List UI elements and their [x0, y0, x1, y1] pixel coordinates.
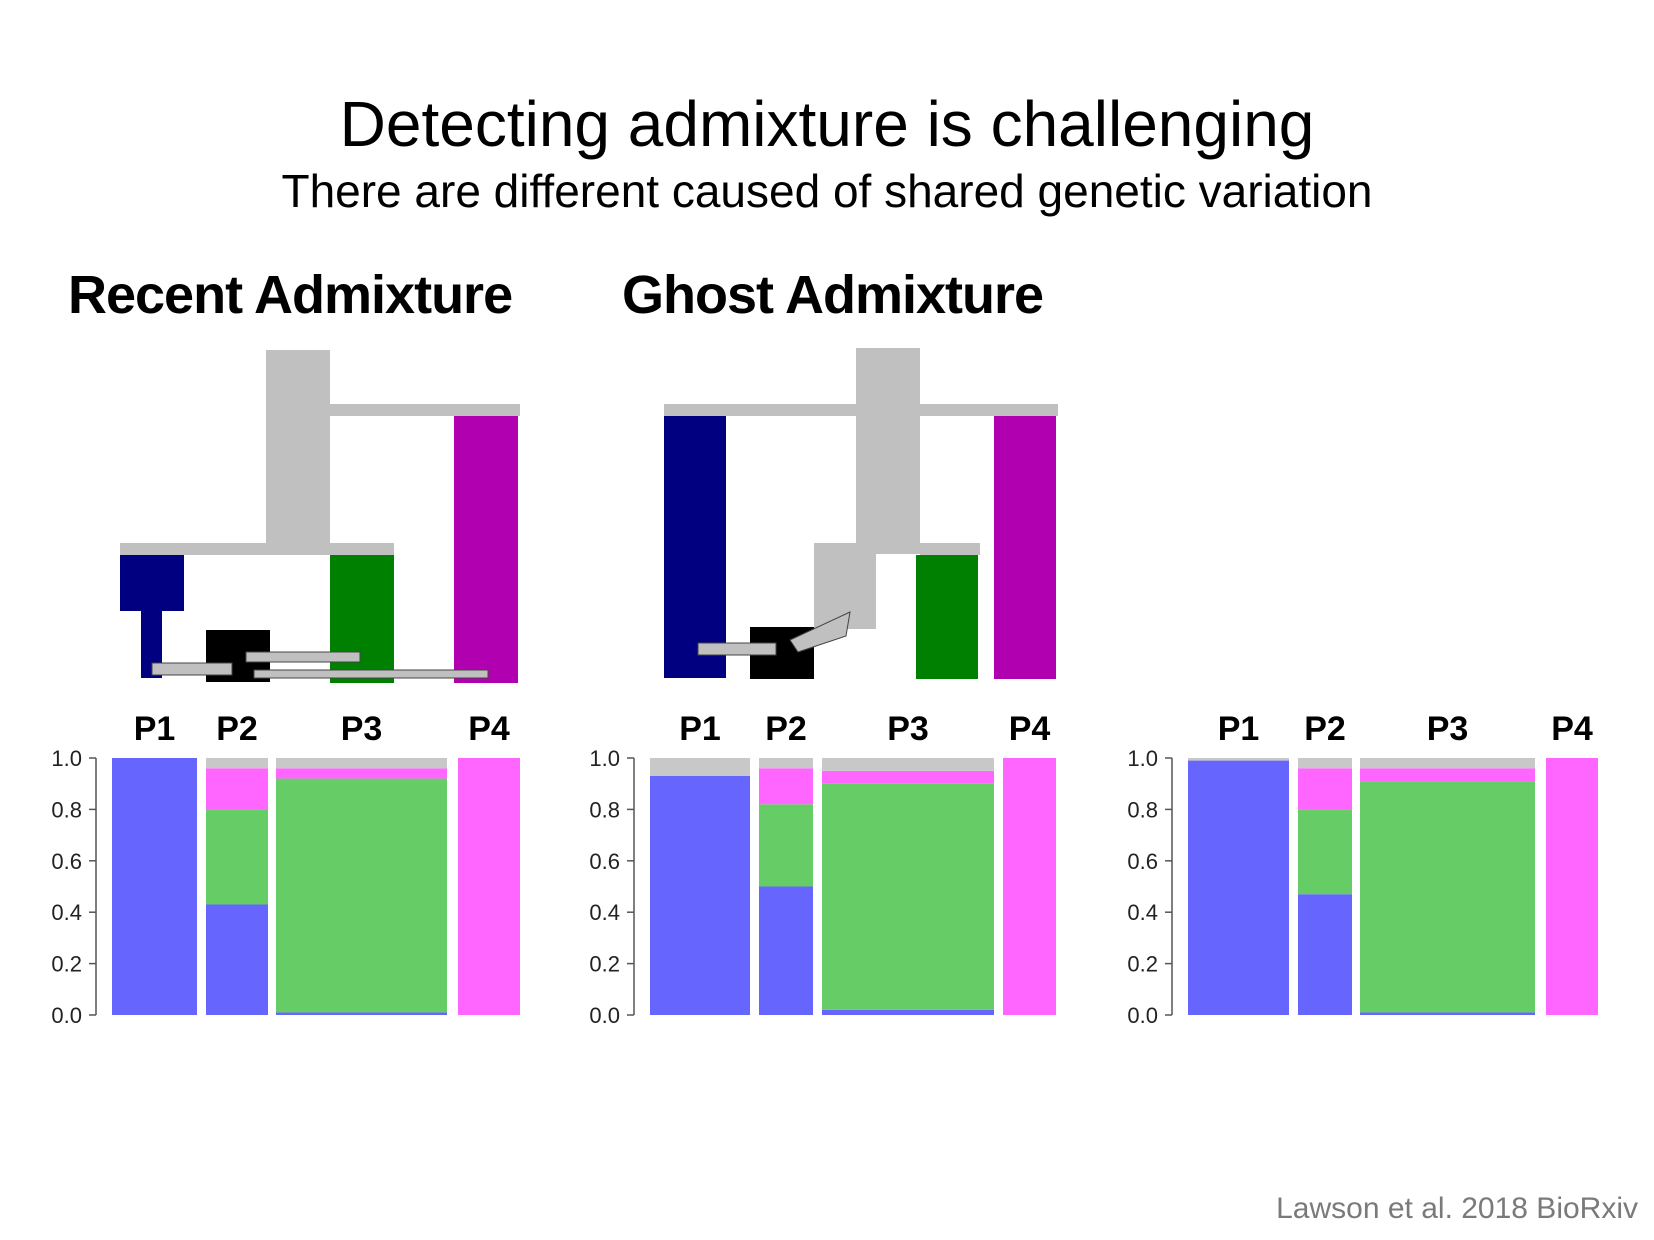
tree-root-stem	[856, 348, 920, 554]
bar-segment-p3-pink	[276, 768, 447, 779]
population-label-p2: P2	[765, 710, 807, 748]
bar-segment-p3-gray	[1360, 758, 1535, 769]
tree-recent-admixture	[120, 350, 520, 683]
y-tick-label: 1.0	[589, 746, 620, 771]
citation: Lawson et al. 2018 BioRxiv	[1276, 1192, 1638, 1225]
migration-arrow-p1-to-p2	[697, 642, 777, 656]
bar-segment-p4-pink	[458, 758, 520, 1015]
bar-segment-p4-pink	[1546, 758, 1598, 1015]
population-label-p1: P1	[679, 710, 721, 748]
panel-heading-ghost-admixture: Ghost Admixture	[622, 265, 1044, 325]
tree-top-branch	[664, 404, 1058, 416]
population-label-p3: P3	[887, 710, 929, 748]
y-tick-label: 0.8	[51, 797, 82, 822]
bar-segment-p2-green	[206, 809, 268, 905]
bar-segment-p3-blue	[276, 1012, 447, 1015]
bar-segment-p4-pink	[1003, 758, 1056, 1015]
bar-segment-p3-gray	[822, 758, 994, 771]
bar-segment-p2-blue	[1298, 894, 1352, 1015]
bar-segment-p2-pink	[206, 768, 268, 810]
migration-arrow-p3-to-p2	[245, 651, 361, 663]
bar-segment-p2-gray	[206, 758, 268, 769]
bar-segment-p2-green	[759, 804, 813, 887]
bar-segment-p3-green	[822, 783, 994, 1010]
bar-segment-p3-blue	[1360, 1012, 1535, 1015]
p3-lineage-block	[330, 555, 394, 683]
y-tick-label: 0.4	[51, 900, 82, 925]
bar-segment-p1-blue	[650, 775, 750, 1015]
bar-segment-p1-blue	[112, 758, 197, 1015]
p1-lineage-block	[664, 416, 726, 678]
population-label-p3: P3	[1427, 710, 1469, 748]
migration-arrow-p1-to-p2	[151, 662, 233, 676]
population-label-p2: P2	[1304, 710, 1346, 748]
bar-segment-p2-gray	[1298, 758, 1352, 769]
y-tick-label: 1.0	[1127, 746, 1158, 771]
p3-lineage-block	[916, 555, 978, 679]
y-tick-label: 0.4	[589, 900, 620, 925]
p4-lineage-block	[994, 416, 1056, 679]
y-tick-label: 0.6	[1127, 849, 1158, 874]
tree-top-branch	[326, 404, 520, 416]
tree-mid-branch	[920, 543, 980, 555]
p4-lineage-block	[454, 416, 518, 683]
y-tick-label: 0.2	[51, 952, 82, 977]
p1-lineage-stem	[141, 611, 162, 678]
bar-segment-p1-blue	[1188, 760, 1289, 1015]
bar-segment-p2-blue	[206, 904, 268, 1015]
population-label-p1: P1	[134, 710, 176, 748]
y-tick-label: 0.0	[51, 1003, 82, 1028]
y-tick-label: 0.8	[1127, 797, 1158, 822]
bar-segment-p2-gray	[759, 758, 813, 769]
y-tick-label: 0.0	[1127, 1003, 1158, 1028]
population-label-p2: P2	[216, 710, 258, 748]
population-label-p4: P4	[468, 710, 510, 748]
migration-arrow-p4-to-p2	[253, 669, 489, 679]
bar-segment-p3-pink	[822, 770, 994, 784]
y-tick-label: 0.4	[1127, 900, 1158, 925]
migration-arrow-ghost-to-p2	[789, 611, 851, 653]
slide-subtitle: There are different caused of shared gen…	[281, 165, 1373, 217]
y-tick-label: 0.8	[589, 797, 620, 822]
y-tick-label: 0.6	[589, 849, 620, 874]
y-tick-label: 0.0	[589, 1003, 620, 1028]
tree-root-stem	[266, 350, 330, 554]
admixture-bar-chart-recent: 0.0 0.2 0.4 0.6 0.8 1.0 P1 P2 P3 P4	[51, 710, 520, 1028]
tree-mid-branch	[120, 543, 394, 555]
population-label-p4: P4	[1009, 710, 1051, 748]
admixture-bar-chart-ghost: 0.0 0.2 0.4 0.6 0.8 1.0 P1 P2 P3 P4	[589, 710, 1056, 1028]
tree-ghost-admixture	[664, 348, 1058, 679]
y-tick-label: 1.0	[51, 746, 82, 771]
population-label-p1: P1	[1218, 710, 1260, 748]
slide-title: Detecting admixture is challenging	[339, 88, 1315, 160]
y-tick-label: 0.2	[1127, 952, 1158, 977]
bar-segment-p2-blue	[759, 886, 813, 1015]
bar-segment-p3-gray	[276, 758, 447, 769]
bar-segment-p1-gray	[1188, 758, 1289, 761]
p1-lineage-block	[120, 555, 184, 611]
bar-segment-p3-pink	[1360, 768, 1535, 782]
population-label-p3: P3	[341, 710, 383, 748]
panel-heading-recent-admixture: Recent Admixture	[68, 265, 513, 325]
bar-segment-p2-pink	[1298, 768, 1352, 810]
y-tick-label: 0.6	[51, 849, 82, 874]
y-tick-label: 0.2	[589, 952, 620, 977]
bar-segment-p3-green	[1360, 781, 1535, 1013]
bar-segment-p3-green	[276, 778, 447, 1013]
bar-segment-p2-green	[1298, 809, 1352, 895]
population-label-p4: P4	[1551, 710, 1593, 748]
admixture-bar-chart-third: 0.0 0.2 0.4 0.6 0.8 1.0 P1 P2 P3 P4	[1127, 710, 1598, 1028]
bar-segment-p1-gray	[650, 758, 750, 776]
bar-segment-p3-blue	[822, 1009, 994, 1015]
bar-segment-p2-pink	[759, 768, 813, 805]
